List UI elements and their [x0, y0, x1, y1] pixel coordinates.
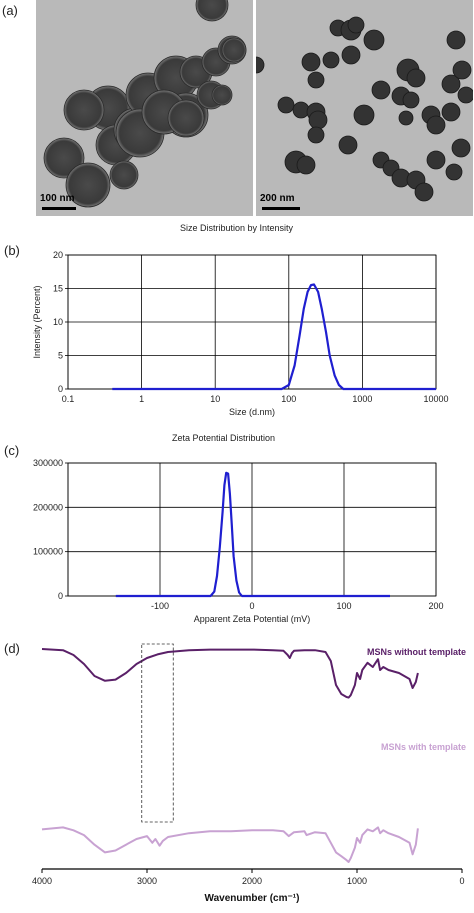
panel-b-letter: (b) [4, 243, 20, 258]
tem-particle [167, 99, 205, 137]
tem-particle [452, 60, 472, 80]
tem-particle [446, 30, 466, 50]
x-tick-label: 10000 [423, 394, 448, 404]
tem-particle [221, 37, 247, 63]
tem-image-right: 200 nm [256, 0, 473, 216]
size-distribution-chart: 0.1 1 10 100 1000 10000 0 5 10 15 20 Size (d.nm) Int… [32, 250, 449, 417]
tem-particle [457, 86, 473, 104]
x-tick-label: 2000 [242, 876, 262, 886]
x-tick-label: 10 [210, 394, 220, 404]
x-axis-label: Apparent Zeta Potential (mV) [194, 614, 311, 624]
tem-particle [451, 138, 471, 158]
tem-particle [211, 84, 233, 106]
zeta-potential-chart: -100 0 100 200 0 100000 200000 300000 Apparent Z… [33, 458, 444, 624]
tem-right-particles [256, 16, 473, 202]
scalebar-right-label: 200 nm [260, 193, 295, 204]
tem-particle [353, 104, 375, 126]
tem-particle [301, 52, 321, 72]
tem-particle [322, 51, 340, 69]
series-line [112, 283, 436, 391]
tem-left-particles [43, 0, 247, 208]
tem-particle [307, 126, 325, 144]
x-tick-label: 1000 [352, 394, 372, 404]
tem-particle [414, 182, 434, 202]
ftir-series-label: MSNs with template [381, 742, 466, 752]
tem-particle [277, 96, 295, 114]
x-tick-label: 3000 [137, 876, 157, 886]
scalebar-left-line [42, 207, 76, 210]
y-tick-label: 100000 [33, 547, 63, 557]
tem-particle [426, 115, 446, 135]
tem-particle [441, 102, 461, 122]
x-tick-label: -100 [151, 601, 169, 611]
x-tick-label: 0 [249, 601, 254, 611]
y-tick-label: 0 [58, 591, 63, 601]
y-tick-label: 10 [53, 317, 63, 327]
x-tick-label: 100 [336, 601, 351, 611]
x-tick-label: 1 [139, 394, 144, 404]
tem-particle [398, 110, 414, 126]
tem-particle [292, 101, 310, 119]
tem-particle [307, 71, 325, 89]
tem-particle [341, 45, 361, 65]
size-chart-title: Size Distribution by Intensity [180, 223, 294, 233]
x-tick-label: 1000 [347, 876, 367, 886]
tem-particle [65, 162, 111, 208]
x-tick-label: 200 [428, 601, 443, 611]
ftir-series-line [41, 648, 419, 699]
tem-particle [256, 56, 265, 74]
tem-particle [195, 0, 229, 22]
ftir-spectrum-chart: MSNs without template MSNs with template 4… [32, 643, 466, 904]
x-tick-label: 4000 [32, 876, 52, 886]
y-tick-label: 15 [53, 284, 63, 294]
scalebar-right-line [262, 207, 300, 210]
scalebar-left-label: 100 nm [40, 193, 75, 204]
y-tick-label: 5 [58, 351, 63, 361]
tem-particle [426, 150, 446, 170]
y-tick-label: 20 [53, 250, 63, 260]
tem-particle [445, 163, 463, 181]
x-tick-label: 0 [459, 876, 464, 886]
x-axis-label: Size (d.nm) [229, 407, 275, 417]
tem-particle [402, 91, 420, 109]
y-tick-label: 200000 [33, 502, 63, 512]
panel-c-letter: (c) [4, 443, 20, 458]
tem-particle [338, 135, 358, 155]
x-tick-label: 0.1 [62, 394, 75, 404]
x-tick-label: 100 [281, 394, 296, 404]
y-axis-label: Intensity (Percent) [32, 285, 42, 358]
tem-particle [109, 160, 139, 190]
x-axis-label: Wavenumber (cm⁻¹) [205, 893, 300, 904]
panel-d-letter: (d) [4, 641, 20, 656]
panel-a-letter: (a) [2, 3, 18, 18]
tem-particle [371, 80, 391, 100]
tem-particle [441, 74, 461, 94]
y-tick-label: 300000 [33, 458, 63, 468]
ftir-series-line [41, 826, 419, 863]
y-tick-label: 0 [58, 384, 63, 394]
tem-particle [363, 29, 385, 51]
tem-image-left: 100 nm [36, 0, 253, 216]
ftir-series-label: MSNs without template [367, 647, 466, 657]
series-line [115, 471, 390, 598]
tem-particle [406, 68, 426, 88]
highlight-box [141, 643, 174, 823]
tem-particle [308, 110, 328, 130]
tem-particle [63, 89, 105, 131]
tem-particle [296, 155, 316, 175]
zeta-chart-title: Zeta Potential Distribution [172, 433, 276, 443]
tem-particle [347, 16, 365, 34]
